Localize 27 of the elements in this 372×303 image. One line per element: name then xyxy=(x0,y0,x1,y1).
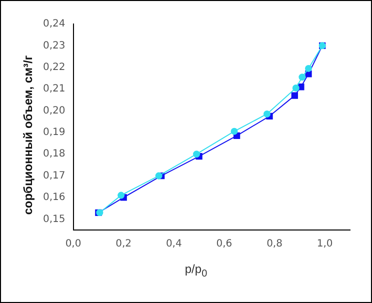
point xyxy=(193,150,200,158)
y-axis-title: сорбционный объем, см³/г xyxy=(21,55,35,215)
point xyxy=(291,92,298,99)
y-tick-label: 0,15 xyxy=(43,214,66,225)
x-tick-label: 0,6 xyxy=(216,238,232,250)
y-tick-label: 0,19 xyxy=(43,127,66,138)
x-tick-label: 0,8 xyxy=(266,238,282,250)
x-tick-label: 1,0 xyxy=(316,238,333,250)
point xyxy=(155,172,162,180)
y-tick-label: 0,24 xyxy=(43,18,66,30)
x-axis-title: p/p$_{0}$ xyxy=(184,262,208,280)
y-tick-label: 0,17 xyxy=(43,170,66,182)
y-tick-label: 0,16 xyxy=(43,192,66,204)
y-tick-label: 0,23 xyxy=(43,40,66,52)
point xyxy=(230,128,238,135)
x-tick-label: 0,4 xyxy=(166,238,182,250)
point xyxy=(263,110,270,118)
y-tick-label: 0,20 xyxy=(43,105,66,116)
x-tick-label: 0,2 xyxy=(116,238,132,250)
y-tick-label: 0,18 xyxy=(43,148,66,160)
y-tick-label: 0,21 xyxy=(43,84,66,95)
y-tick-label: 0,22 xyxy=(43,62,66,73)
point xyxy=(118,192,125,199)
x-tick-label: 0,0 xyxy=(65,238,82,250)
point xyxy=(298,74,306,81)
point xyxy=(304,64,312,72)
point xyxy=(292,84,300,92)
